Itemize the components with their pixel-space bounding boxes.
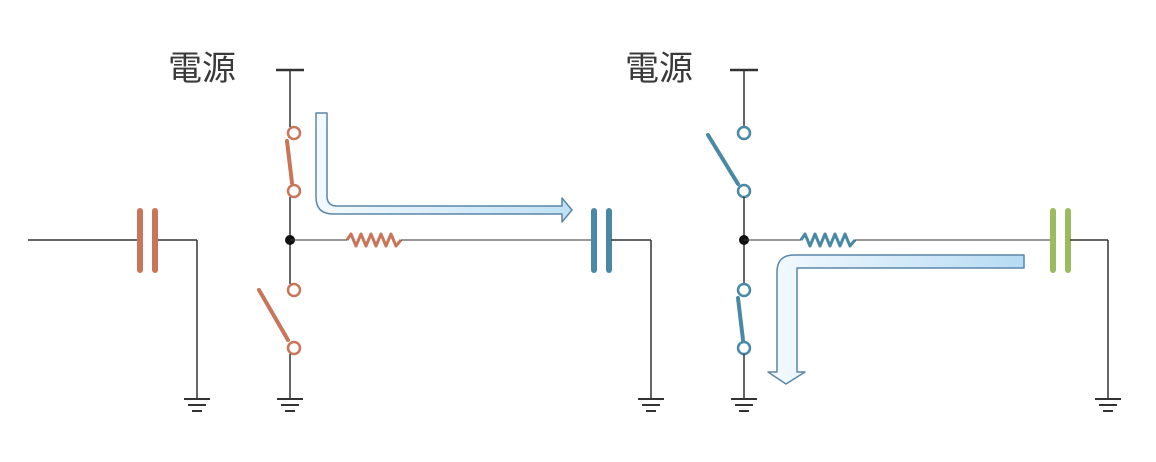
switch-icon: [285, 125, 302, 199]
resistor-icon: [799, 232, 857, 248]
capacitor-icon: [137, 208, 158, 273]
ground-icon: [184, 398, 210, 412]
current-arrow-discharge: [767, 254, 1025, 385]
ground-icon: [638, 398, 664, 412]
resistor-icon: [345, 232, 403, 248]
switch-icon: [706, 125, 752, 199]
capacitor-icon: [1050, 208, 1071, 273]
switch-icon: [736, 282, 752, 356]
middle-capacitor: [591, 208, 664, 412]
switch-icon: [257, 282, 302, 356]
ground-icon: [731, 398, 757, 412]
power-label-right: 電源: [625, 49, 693, 89]
ground-icon: [277, 398, 303, 412]
capacitor-icon: [591, 208, 612, 273]
left-circuit: [28, 68, 591, 412]
ground-icon: [1095, 398, 1121, 412]
right-circuit: [706, 68, 1121, 412]
current-arrow-charge: [315, 112, 573, 223]
power-label-left: 電源: [168, 49, 236, 89]
